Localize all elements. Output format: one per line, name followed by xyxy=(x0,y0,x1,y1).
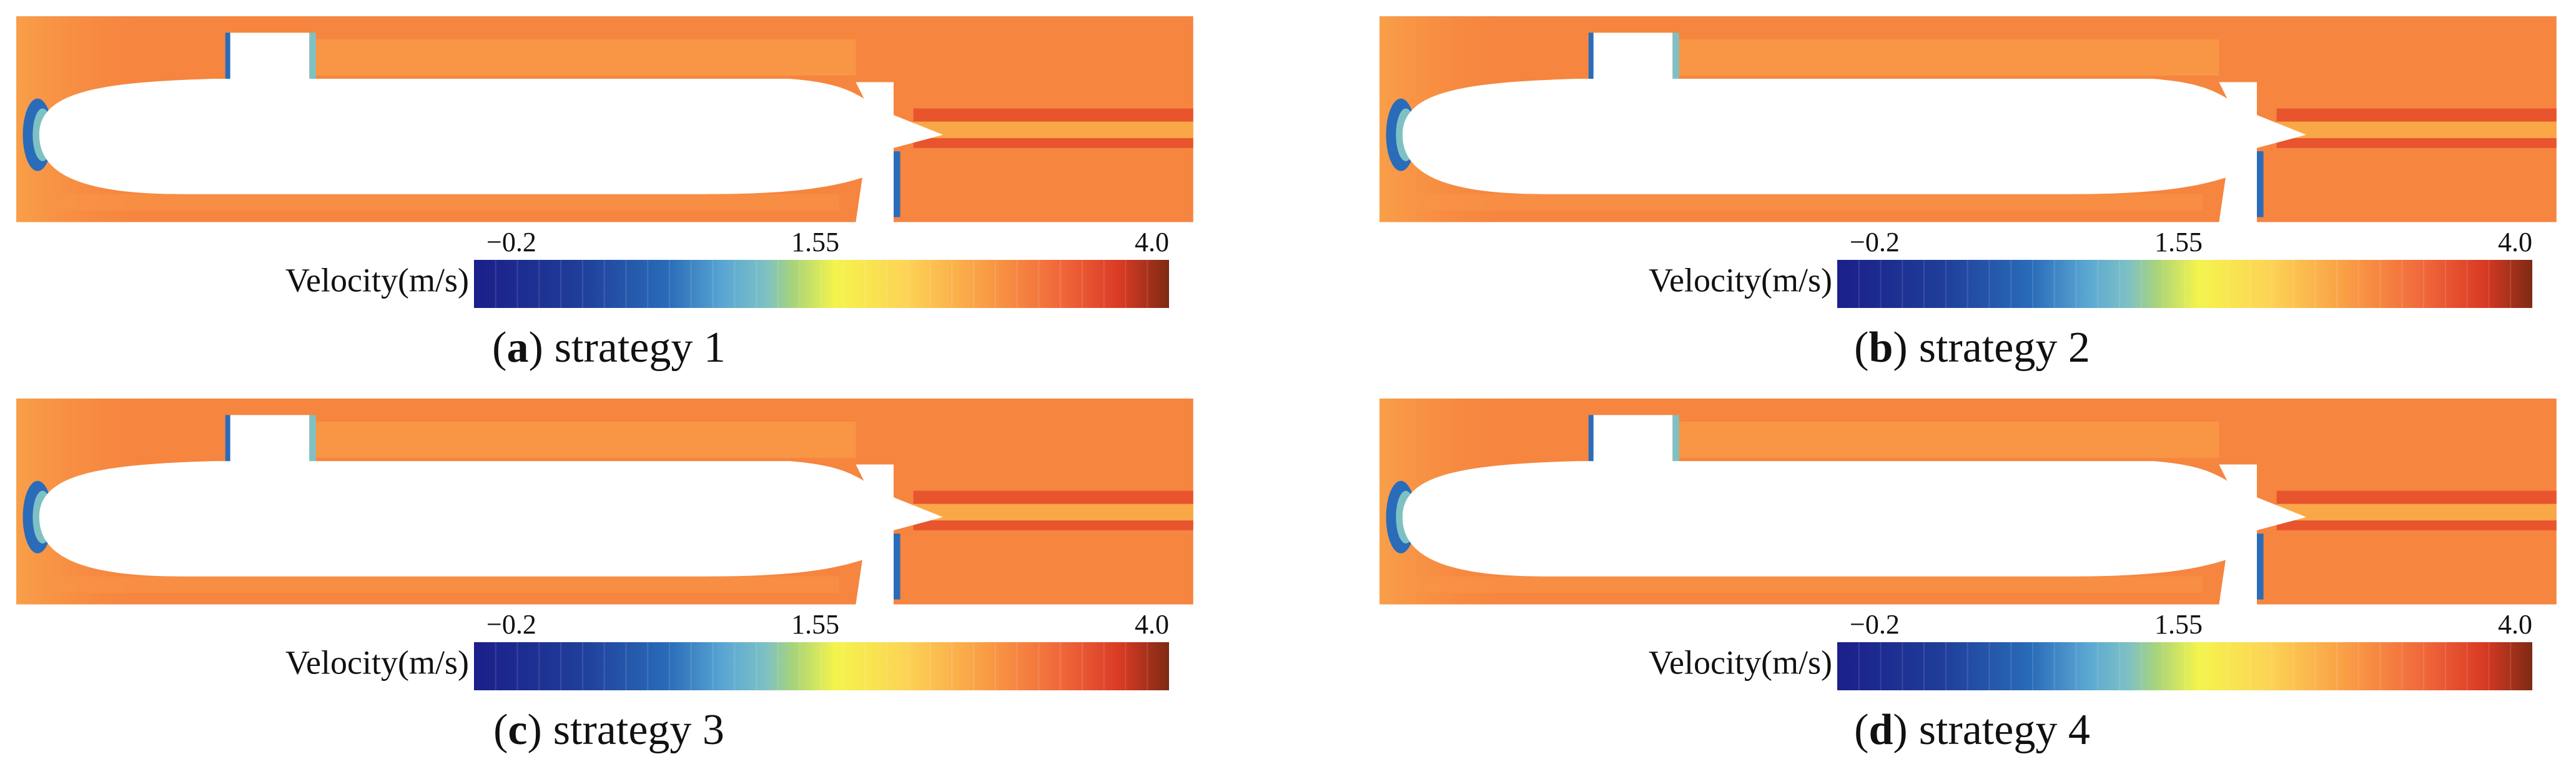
caption-paren: ( xyxy=(492,324,506,372)
caption: (a) strategy 1 xyxy=(492,324,726,372)
colorbar-tick: 1.55 xyxy=(2154,227,2203,257)
caption: (b) strategy 2 xyxy=(1854,324,2090,372)
caption-paren: ) xyxy=(1893,324,1907,372)
colorbar-title: Velocity(m/s) xyxy=(285,261,469,299)
colorbar-tick: 1.55 xyxy=(791,609,839,640)
caption: (d) strategy 4 xyxy=(1854,706,2090,754)
caption-paren: ) xyxy=(527,706,541,754)
panel: Velocity(m/s) −0.2 1.55 4.0 (a) strategy 1 xyxy=(16,16,1193,372)
caption-paren: ( xyxy=(493,706,508,754)
colorbar-title: Velocity(m/s) xyxy=(285,643,469,681)
colorbar xyxy=(474,642,1169,690)
caption: (c) strategy 3 xyxy=(493,706,724,754)
colorbar-tick: 4.0 xyxy=(1135,609,1169,640)
caption-text: strategy 4 xyxy=(1919,706,2090,754)
colorbar xyxy=(474,260,1169,308)
flow-field xyxy=(1379,16,2557,222)
caption-paren: ) xyxy=(528,324,543,372)
panel: Velocity(m/s) −0.2 1.55 4.0 (c) strategy 3 xyxy=(16,399,1193,754)
flow-field xyxy=(16,16,1193,222)
flow-field xyxy=(16,399,1193,605)
caption-letter: d xyxy=(1868,706,1893,754)
colorbar-tick: −0.2 xyxy=(486,609,536,640)
caption-letter: b xyxy=(1868,324,1893,372)
caption-paren: ) xyxy=(1893,706,1907,754)
colorbar-tick: 4.0 xyxy=(1135,227,1169,257)
caption-paren: ( xyxy=(1854,706,1868,754)
colorbar-tick: 1.55 xyxy=(2154,609,2203,640)
colorbar-tick: −0.2 xyxy=(1850,227,1900,257)
panel: Velocity(m/s) −0.2 1.55 4.0 (b) strategy 2 xyxy=(1379,16,2557,372)
caption-text: strategy 2 xyxy=(1919,324,2090,372)
panel: Velocity(m/s) −0.2 1.55 4.0 (d) strategy 4 xyxy=(1379,399,2557,754)
caption-letter: c xyxy=(508,706,527,754)
colorbar xyxy=(1837,260,2532,308)
caption-paren: ( xyxy=(1854,324,1868,372)
colorbar-tick: 1.55 xyxy=(791,227,839,257)
colorbar-title: Velocity(m/s) xyxy=(1649,261,1832,299)
caption-text: strategy 3 xyxy=(553,706,724,754)
flow-field xyxy=(1379,399,2557,605)
colorbar-tick: 4.0 xyxy=(2498,227,2532,257)
colorbar-tick: 4.0 xyxy=(2498,609,2532,640)
caption-text: strategy 1 xyxy=(555,324,726,372)
colorbar xyxy=(1837,642,2532,690)
caption-letter: a xyxy=(506,324,528,372)
colorbar-title: Velocity(m/s) xyxy=(1649,643,1832,681)
colorbar-tick: −0.2 xyxy=(486,227,536,257)
colorbar-tick: −0.2 xyxy=(1850,609,1900,640)
